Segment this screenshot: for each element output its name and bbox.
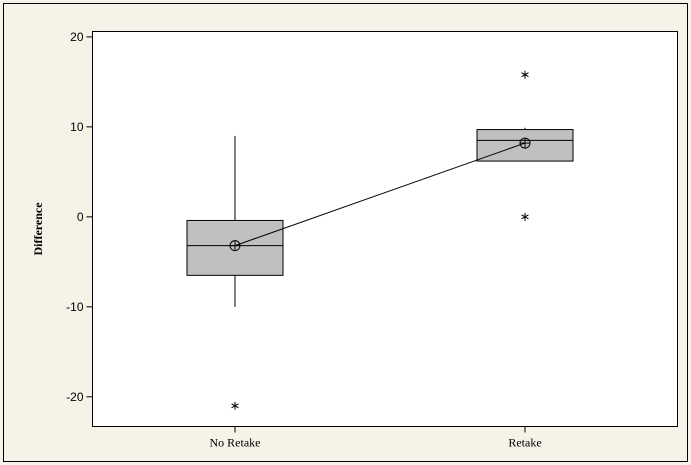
x-category-label: Retake [508,436,541,450]
y-axis: -20 -10 0 10 20 [66,30,93,404]
outlier-point [231,401,239,410]
mean-symbol [519,137,531,149]
outlier-point [521,212,529,221]
outlier-stroke [521,214,529,220]
x-axis: No Retake Retake [210,426,542,450]
plot-area [92,31,678,427]
y-tick-label: -10 [66,300,84,314]
outlier-point [521,70,529,79]
outlier-stroke [231,403,239,409]
mean-connect-line [234,142,526,247]
y-axis-title: Difference [31,202,45,256]
y-tick-label: -20 [66,390,84,404]
x-category-label: No Retake [210,436,261,450]
figure-frame [3,3,688,462]
y-tick-label: 10 [70,120,84,134]
y-tick-label: 0 [77,210,84,224]
mean-symbol [229,240,241,252]
y-tick-label: 20 [70,30,84,44]
outlier-stroke [521,72,529,78]
mean-connect-group [229,137,531,252]
